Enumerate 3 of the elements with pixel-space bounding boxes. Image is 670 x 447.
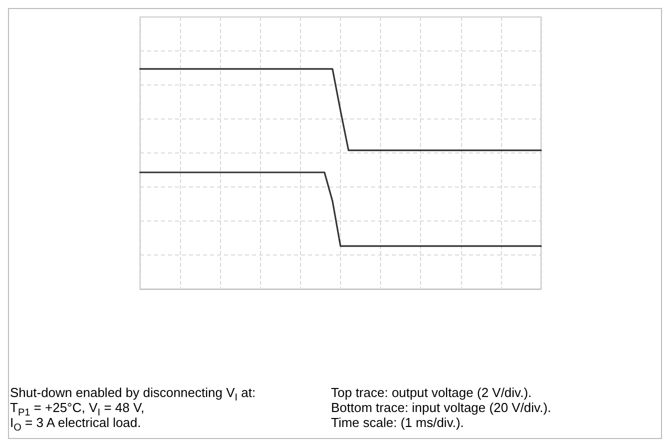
text: Time scale: (1 ms/div.). (331, 415, 465, 430)
text: Bottom trace: input voltage (20 V/div.). (331, 400, 552, 415)
text: Top trace: output voltage (2 V/div.). (331, 385, 533, 400)
